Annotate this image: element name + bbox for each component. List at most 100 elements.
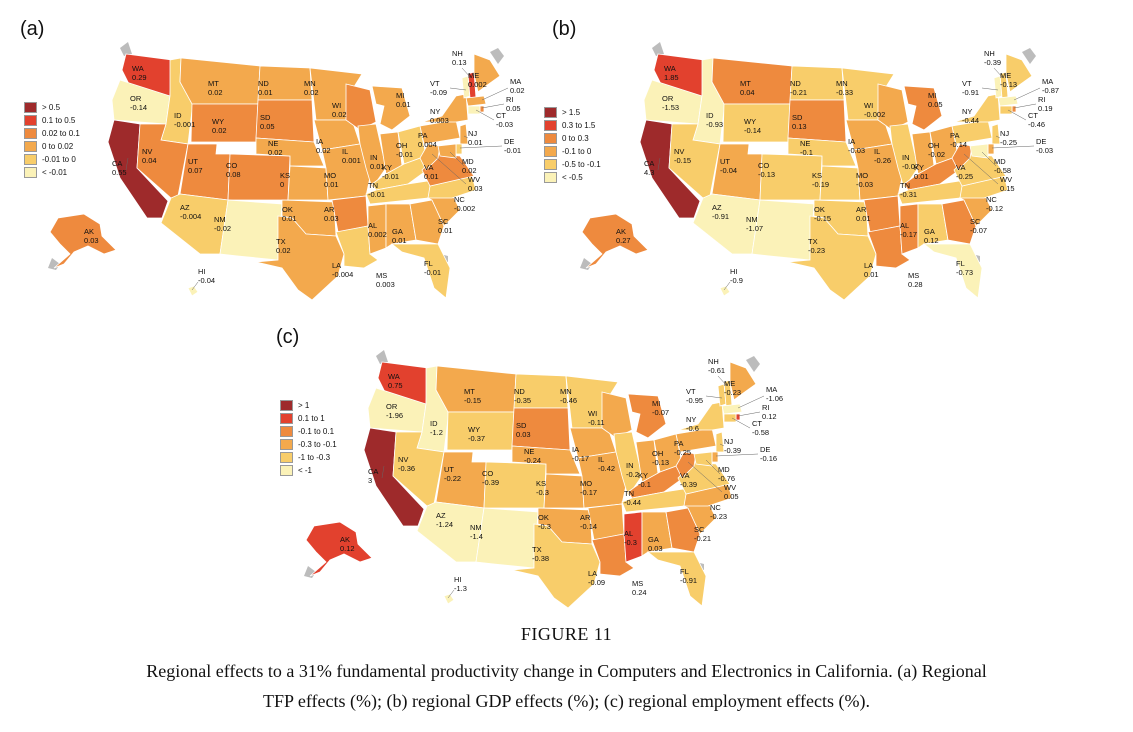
state-code: NC [986, 195, 997, 204]
state-or [367, 387, 427, 433]
state-code: RI [506, 95, 514, 104]
state-code: MI [928, 91, 936, 100]
state-value: -0.01 [368, 190, 385, 199]
state-label-wa: WA0.29 [132, 64, 147, 82]
state-label-ca: CA3 [368, 467, 378, 485]
state-value: -0.61 [708, 366, 725, 375]
state-value: -0.2 [626, 470, 639, 479]
state-value: 0.12 [340, 544, 355, 553]
state-code: CO [226, 161, 237, 170]
state-value: -0.001 [174, 120, 195, 129]
state-label-co: CO-0.39 [482, 469, 499, 487]
state-value: 0.12 [924, 236, 939, 245]
state-il [613, 431, 643, 497]
state-nv [136, 123, 189, 199]
legend-label: 0.1 to 1 [298, 414, 325, 423]
state-code: AR [856, 205, 867, 214]
non-us-landmass [1022, 48, 1036, 64]
state-value: -0.46 [560, 396, 577, 405]
state-label-ky: KY-0.01 [382, 163, 399, 181]
caption-line-2: TFP effects (%); (b) regional GDP effect… [263, 691, 870, 711]
state-value: 0.01 [258, 88, 273, 97]
state-code: OR [130, 94, 142, 103]
state-ct [467, 105, 481, 115]
state-fl [646, 551, 707, 607]
state-code: PA [418, 131, 427, 140]
state-value: 0.02 [268, 148, 283, 157]
legend-label: 0.3 to 1.5 [562, 121, 596, 130]
state-value: 3 [368, 476, 372, 485]
state-label-ky: KY-0.1 [638, 471, 651, 489]
state-label-il: IL-0.42 [598, 455, 615, 473]
state-de [987, 143, 995, 155]
state-code: WY [744, 117, 756, 126]
state-code: MO [856, 171, 868, 180]
state-value: 0.08 [226, 170, 241, 179]
legend-label: -0.1 to 0 [562, 147, 592, 156]
state-code: HI [198, 267, 206, 276]
state-code: KY [914, 163, 924, 172]
state-value: -0.31 [900, 190, 917, 199]
state-code: KS [280, 171, 290, 180]
state-label-fl: FL-0.01 [424, 259, 441, 277]
legend-swatch [24, 102, 37, 113]
state-value: -0.004 [332, 270, 353, 279]
state-al [917, 203, 949, 249]
state-de [455, 143, 463, 155]
state-code: NV [398, 455, 408, 464]
state-label-wy: WY-0.37 [468, 425, 485, 443]
leader-line-hi [723, 281, 731, 291]
state-value: 0.02 [276, 246, 291, 255]
state-code: ID [174, 111, 182, 120]
state-il [889, 123, 919, 189]
legend-swatch [544, 133, 557, 144]
state-label-ks: KS-0.3 [536, 479, 549, 497]
state-value: -0.91 [712, 212, 729, 221]
state-label-vt: VT-0.95 [686, 387, 703, 405]
state-value: 4.3 [644, 168, 654, 177]
state-code: KY [382, 163, 392, 172]
state-ak [305, 521, 373, 577]
legend-label: -0.3 to -0.1 [298, 440, 337, 449]
state-code: ND [514, 387, 525, 396]
state-label-wa: WA1.85 [664, 64, 679, 82]
state-label-ny: NY-0.6 [686, 415, 699, 433]
state-value: -0.93 [706, 120, 723, 129]
state-nm [751, 199, 815, 261]
state-code: MA [766, 385, 777, 394]
state-label-hi: HI-1.3 [454, 575, 467, 593]
state-label-nv: NV-0.15 [674, 147, 691, 165]
state-label-nd: ND-0.21 [790, 79, 807, 97]
state-value: 0.04 [142, 156, 157, 165]
state-code: WA [664, 64, 676, 73]
state-de [711, 451, 719, 463]
state-label-nv: NV-0.36 [398, 455, 415, 473]
legend-item: -0.1 to 0 [544, 145, 601, 158]
state-code: DE [504, 137, 514, 146]
state-code: NH [452, 49, 463, 58]
legend-label: 0 to 0.3 [562, 134, 589, 143]
legend-item: > 1 [280, 399, 337, 412]
state-code: NC [710, 503, 721, 512]
state-ri [479, 105, 485, 113]
state-fl [922, 243, 983, 299]
state-value: 0.01 [370, 162, 385, 171]
state-label-va: VA0.01 [424, 163, 439, 181]
legend-swatch [280, 400, 293, 411]
state-label-md: MD-0.58 [994, 157, 1011, 175]
state-label-me: ME-0.23 [724, 379, 741, 397]
state-nj [715, 431, 725, 453]
state-code: CA [368, 467, 378, 476]
state-code: WA [388, 372, 400, 381]
legend-item: 0 to 0.02 [24, 140, 80, 153]
state-wi [601, 391, 633, 439]
state-label-al: AL0.002 [368, 221, 387, 239]
state-code: FL [424, 259, 433, 268]
state-code: OK [538, 513, 549, 522]
legend: > 0.5 0.1 to 0.5 0.02 to 0.1 0 to 0.02 -0.01… [24, 101, 80, 179]
state-label-pa: PA-0.25 [674, 439, 691, 457]
legend: > 1.5 0.3 to 1.5 0 to 0.3 -0.1 to 0 -0.5 to … [544, 106, 601, 184]
state-code: WV [1000, 175, 1012, 184]
state-value: -0.36 [398, 464, 415, 473]
state-label-ga: GA0.03 [648, 535, 663, 553]
